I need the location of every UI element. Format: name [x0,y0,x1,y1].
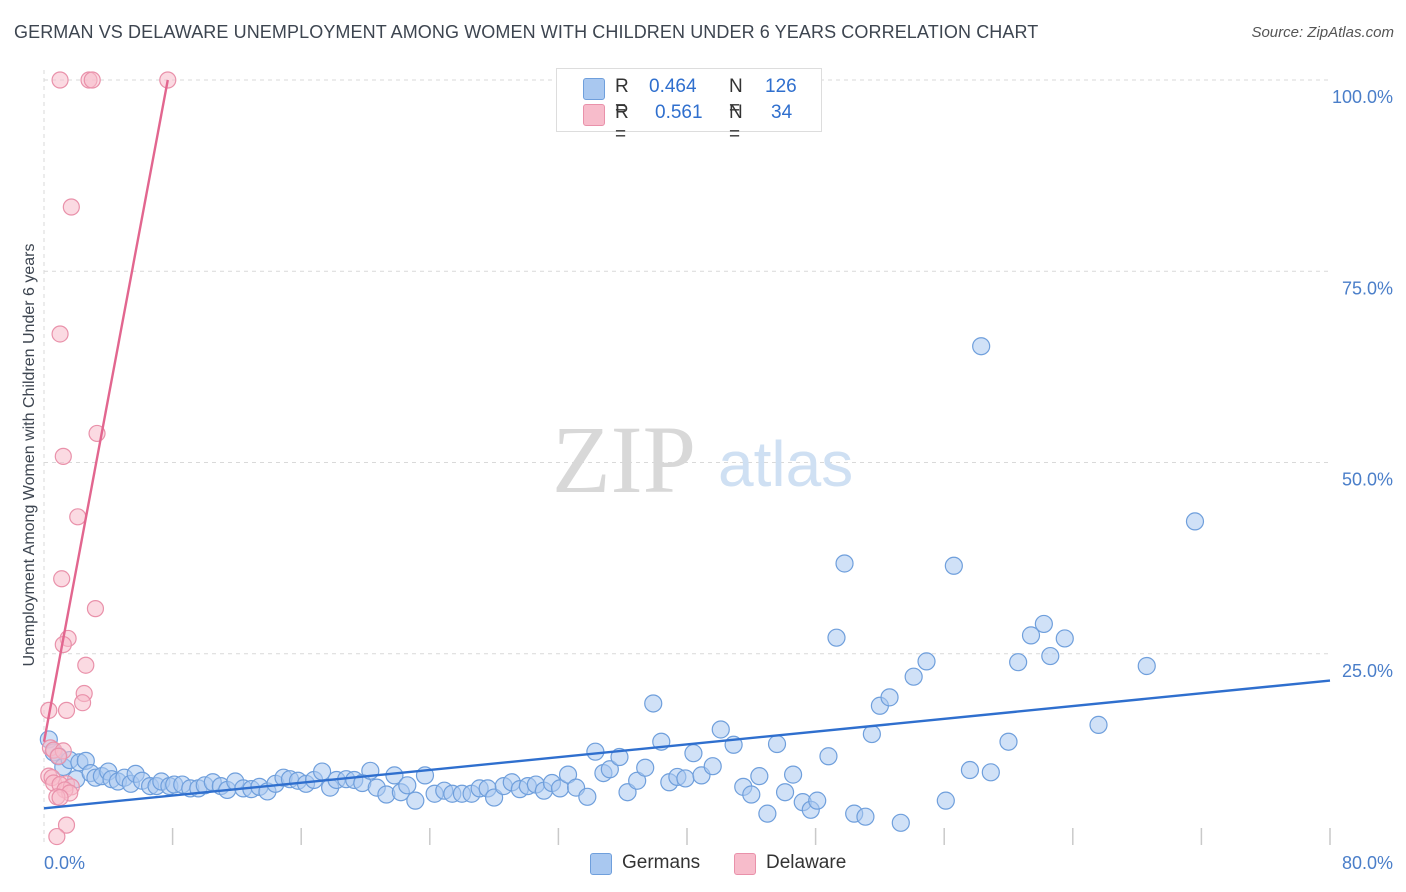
germans-point [972,337,991,356]
x-tick-label-min: 0.0% [44,853,85,873]
delaware-point [51,788,69,807]
delaware-n-value: 34 [771,102,793,123]
delaware-legend-label: Delaware [766,852,847,873]
source-label: Source: ZipAtlas.com [1251,24,1394,41]
germans-point [600,760,619,779]
series-delaware [40,71,177,846]
delaware-point [73,694,92,712]
watermark-atlas: atlas [718,428,853,500]
delaware-point [48,827,66,846]
germans-point [904,667,923,686]
delaware-r-value: 0.561 [655,102,703,123]
delaware-point [62,198,80,216]
germans-point [808,791,827,810]
delaware-point [53,570,71,588]
germans-point [586,742,605,761]
delaware-r-label: R = [615,102,629,145]
germans-n-label: N = [729,76,743,119]
germans-point [742,785,761,804]
germans-point [750,767,769,786]
delaware-point [54,447,72,465]
germans-point [398,776,417,795]
germans-n-value: 126 [765,76,797,97]
y-tick-label: 75.0% [1342,278,1393,298]
germans-point [1055,629,1074,648]
germans-point [676,769,695,788]
x-tick-label-max: 80.0% [1342,853,1393,873]
germans-point [1041,646,1060,666]
trend-lines [42,79,1331,810]
germans-legend-swatch [590,853,612,875]
delaware-trend-line [42,79,169,742]
germans-point [880,688,899,707]
delaware-swatch [583,104,605,126]
x-axis-ticks [171,828,1331,845]
germans-trend-line [43,679,1331,810]
germans-point [1089,715,1108,734]
germans-r-value: 0.464 [649,76,697,97]
germans-point [636,758,655,777]
watermark: ZIP atlas [552,406,853,513]
delaware-point [51,71,69,89]
y-tick-label: 25.0% [1342,661,1393,681]
y-tick-label: 100.0% [1332,87,1393,107]
germans-point [628,771,647,790]
germans-point [703,757,722,776]
germans-point [981,763,1000,782]
germans-point [775,783,795,802]
germans-point [610,747,629,767]
delaware-legend-swatch [734,853,756,875]
germans-point [856,807,875,826]
germans-point [406,791,425,810]
germans-point [1034,614,1053,634]
germans-point [1021,626,1041,645]
germans-point [1185,512,1205,531]
delaware-point [49,747,68,765]
germans-point [684,744,703,763]
germans-point [999,732,1018,751]
stats-legend: R = 0.464 N = 126 R = 0.561 N = 34 [556,68,822,145]
delaware-point [83,71,101,89]
delaware-point [69,508,87,526]
germans-point [783,765,803,784]
germans-point [711,720,730,739]
germans-r-label: R = [615,76,629,119]
chart-title: GERMAN VS DELAWARE UNEMPLOYMENT AMONG WO… [14,22,1039,42]
germans-point [758,804,777,823]
germans-point [819,747,838,766]
germans-point [944,556,963,575]
germans-point [1137,656,1156,676]
delaware-n-label: N = [729,102,743,145]
germans-point [558,765,578,784]
germans-point [862,724,881,744]
germans-legend-label: Germans [622,852,701,873]
germans-point [891,813,910,832]
germans-point [644,694,663,713]
germans-point [835,554,854,573]
delaware-point [86,600,105,618]
germans-point [578,787,597,806]
delaware-point [77,656,95,674]
germans-point [827,628,846,647]
delaware-point [51,325,69,343]
germans-point [767,734,787,754]
y-axis-tick-labels: 25.0% 50.0% 75.0% 100.0% [1332,87,1393,681]
germans-point [960,760,980,780]
germans-swatch [583,78,605,100]
delaware-point [57,816,76,834]
y-tick-label: 50.0% [1342,470,1393,490]
delaware-point [57,701,76,719]
germans-point [1009,653,1028,672]
germans-point [936,791,955,810]
watermark-zip: ZIP [552,406,696,513]
germans-point [917,652,936,671]
